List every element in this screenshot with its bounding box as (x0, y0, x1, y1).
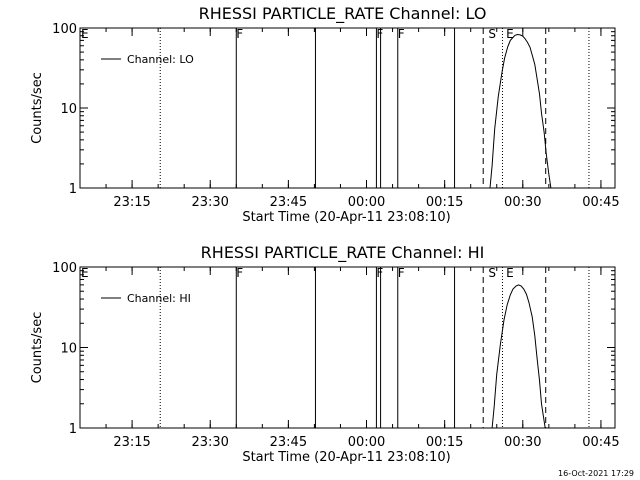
panel-2-x-tick-label: 23:15 (113, 435, 150, 450)
panel-2-x-axis-label: Start Time (20-Apr-11 23:08:10) (242, 450, 450, 465)
panel-1-flag-label: F (398, 27, 405, 41)
panel-1-y-axis-label: Counts/sec (30, 72, 45, 144)
panel-1-y-tick-label: 1 (69, 182, 77, 197)
panel-2-x-tick-label: 00:30 (504, 435, 541, 450)
panel-1-chart-title: RHESSI PARTICLE_RATE Channel: LO (199, 4, 487, 24)
panel-2-x-tick-label: 00:00 (348, 435, 385, 450)
panel-1-flag-label: F (376, 27, 383, 41)
panel-2-flag-label: F (376, 266, 383, 280)
panel-2-y-tick-label: 100 (52, 261, 77, 276)
panel-2-flag-label: E (81, 266, 89, 280)
panel-2-x-tick-label: 23:45 (270, 435, 307, 450)
panel-2-legend-label: Channel: HI (127, 292, 191, 305)
panel-1-legend-label: Channel: LO (127, 53, 194, 66)
plot-timestamp: 16-Oct-2021 17:29 (558, 469, 634, 478)
panel-1-y-tick-label: 10 (60, 102, 77, 117)
panel-1-x-tick-label: 23:15 (113, 195, 150, 210)
panel-2-x-tick-label: 23:30 (191, 435, 228, 450)
panel-2-series-line (491, 284, 546, 429)
panel-2-chart-title: RHESSI PARTICLE_RATE Channel: HI (201, 243, 485, 263)
panel-1-flag-label: E (81, 27, 89, 41)
panel-2-y-tick-label: 10 (60, 342, 77, 357)
panel-1-flag-label: F (236, 27, 243, 41)
panel-2-flag-label: F (236, 266, 243, 280)
panel-2-flag-label: S (488, 266, 496, 280)
panel-1-flag-label: E (506, 27, 514, 41)
panel-1-x-tick-label: 23:30 (191, 195, 228, 210)
panel-1-x-tick-label: 00:30 (504, 195, 541, 210)
panel-2-flag-label: E (506, 266, 514, 280)
panel-2-y-tick-label: 1 (69, 422, 77, 437)
panel-1-y-tick-label: 100 (52, 22, 77, 37)
panel-2-flag-label: F (398, 266, 405, 280)
panel-1-x-tick-label: 00:45 (582, 195, 619, 210)
panel-1-x-tick-label: 00:15 (426, 195, 463, 210)
panel-1-x-tick-label: 00:00 (348, 195, 385, 210)
panel-1-x-tick-label: 23:45 (270, 195, 307, 210)
panel-1-flag-label: S (488, 27, 496, 41)
panel-1-x-axis-label: Start Time (20-Apr-11 23:08:10) (242, 210, 450, 225)
panel-2-y-axis-label: Counts/sec (30, 312, 45, 384)
panel-2-x-tick-label: 00:45 (582, 435, 619, 450)
panel-2-x-tick-label: 00:15 (426, 435, 463, 450)
panel-1-series-line (489, 33, 552, 189)
